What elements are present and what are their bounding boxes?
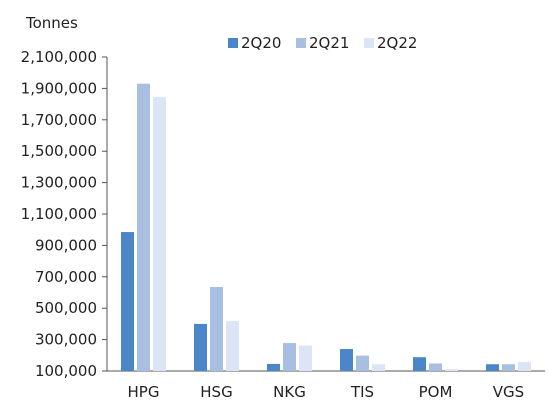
y-tick-label: 1,100,000 <box>21 205 97 223</box>
bar-pom-2q20 <box>413 357 426 371</box>
legend-label-2q21: 2Q21 <box>309 34 349 52</box>
x-category-label: NKG <box>273 383 306 401</box>
y-axis-ticks: 100,000 300,000 500,000 700,000 900,000 1,100… <box>21 48 107 380</box>
bar-vgs-2q22 <box>518 361 531 371</box>
bar-pom-2q22 <box>445 369 458 371</box>
bar-pom-2q21 <box>429 363 442 371</box>
bar-hsg-2q20 <box>194 323 207 371</box>
legend-swatch-2q21 <box>296 38 306 48</box>
legend-label-2q22: 2Q22 <box>377 34 417 52</box>
bar-hpg-2q22 <box>153 97 166 371</box>
y-tick-label: 1,300,000 <box>21 174 97 192</box>
bar-vgs-2q21 <box>502 364 515 371</box>
bar-hsg-2q22 <box>226 321 239 371</box>
y-tick-label: 300,000 <box>35 331 97 349</box>
bar-tis-2q20 <box>340 349 353 371</box>
y-tick-label: 500,000 <box>35 299 97 317</box>
bar-tis-2q21 <box>356 355 369 371</box>
y-tick-label: 1,700,000 <box>21 111 97 129</box>
bar-nkg-2q20 <box>267 363 280 371</box>
bar-hpg-2q21 <box>137 83 150 371</box>
x-category-label: HSG <box>200 383 232 401</box>
bar-hpg-2q20 <box>121 232 134 371</box>
bars <box>121 83 531 371</box>
legend-swatch-2q20 <box>228 38 238 48</box>
bar-tis-2q22 <box>372 364 385 371</box>
bar-hsg-2q21 <box>210 287 223 371</box>
x-category-label: POM <box>419 383 453 401</box>
x-category-label: VGS <box>493 383 524 401</box>
x-category-label: HPG <box>128 383 160 401</box>
legend-label-2q20: 2Q20 <box>241 34 281 52</box>
y-tick-label: 100,000 <box>35 362 97 380</box>
bar-vgs-2q20 <box>486 364 499 371</box>
y-tick-label: 1,900,000 <box>21 79 97 97</box>
y-tick-label: 700,000 <box>35 268 97 286</box>
bar-nkg-2q22 <box>299 345 312 371</box>
y-tick-label: 900,000 <box>35 236 97 254</box>
y-tick-label: 2,100,000 <box>21 48 97 66</box>
x-axis-labels: HPG HSG NKG TIS POM VGS <box>128 383 525 401</box>
legend: 2Q20 2Q21 2Q22 <box>228 34 417 52</box>
y-axis-unit-label: Tonnes <box>25 14 78 32</box>
y-tick-label: 1,500,000 <box>21 142 97 160</box>
legend-swatch-2q22 <box>364 38 374 48</box>
bar-nkg-2q21 <box>283 343 296 371</box>
x-category-label: TIS <box>350 383 374 401</box>
